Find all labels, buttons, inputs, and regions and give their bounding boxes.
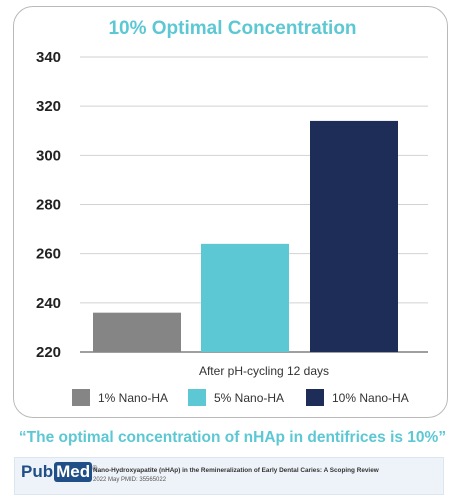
legend-label: 10% Nano-HA bbox=[332, 391, 409, 405]
pubmed-logo: Pub Med ® bbox=[21, 462, 98, 482]
y-tick-label: 220 bbox=[36, 344, 61, 361]
bar-3 bbox=[310, 120, 398, 353]
legend-swatch bbox=[72, 389, 90, 406]
bar-1 bbox=[93, 312, 181, 352]
y-axis-ticks: 340 320 300 280 260 240 220 bbox=[36, 49, 61, 361]
quote-text: “The optimal concentration of nHAp in de… bbox=[18, 429, 447, 446]
legend-label: 1% Nano-HA bbox=[98, 391, 168, 405]
y-tick-label: 320 bbox=[36, 98, 61, 115]
bar-2 bbox=[201, 243, 289, 352]
y-tick-label: 260 bbox=[36, 246, 61, 263]
legend-label: 5% Nano-HA bbox=[214, 391, 284, 405]
legend: 1% Nano-HA 5% Nano-HA 10% Nano-HA bbox=[72, 389, 409, 406]
citation-meta: 2022 May PMID: 35565022 bbox=[93, 477, 167, 483]
citation-title: Nano-Hydroxyapatite (nHAp) in the Remine… bbox=[93, 467, 379, 474]
legend-swatch bbox=[306, 389, 324, 406]
citation-box[interactable]: Pub Med ® Nano-Hydroxyapatite (nHAp) in th… bbox=[14, 457, 444, 495]
legend-swatch bbox=[188, 389, 206, 406]
bar-chart: 340 320 300 280 260 240 220 After pH-cycling 1… bbox=[36, 49, 428, 406]
y-tick-label: 240 bbox=[36, 295, 61, 312]
y-tick-label: 300 bbox=[36, 147, 61, 164]
chart-title: 10% Optimal Concentration bbox=[108, 18, 357, 39]
y-tick-label: 340 bbox=[36, 49, 61, 66]
x-axis-label: After pH-cycling 12 days bbox=[199, 364, 329, 378]
bars bbox=[93, 120, 398, 353]
y-tick-label: 280 bbox=[36, 197, 61, 214]
